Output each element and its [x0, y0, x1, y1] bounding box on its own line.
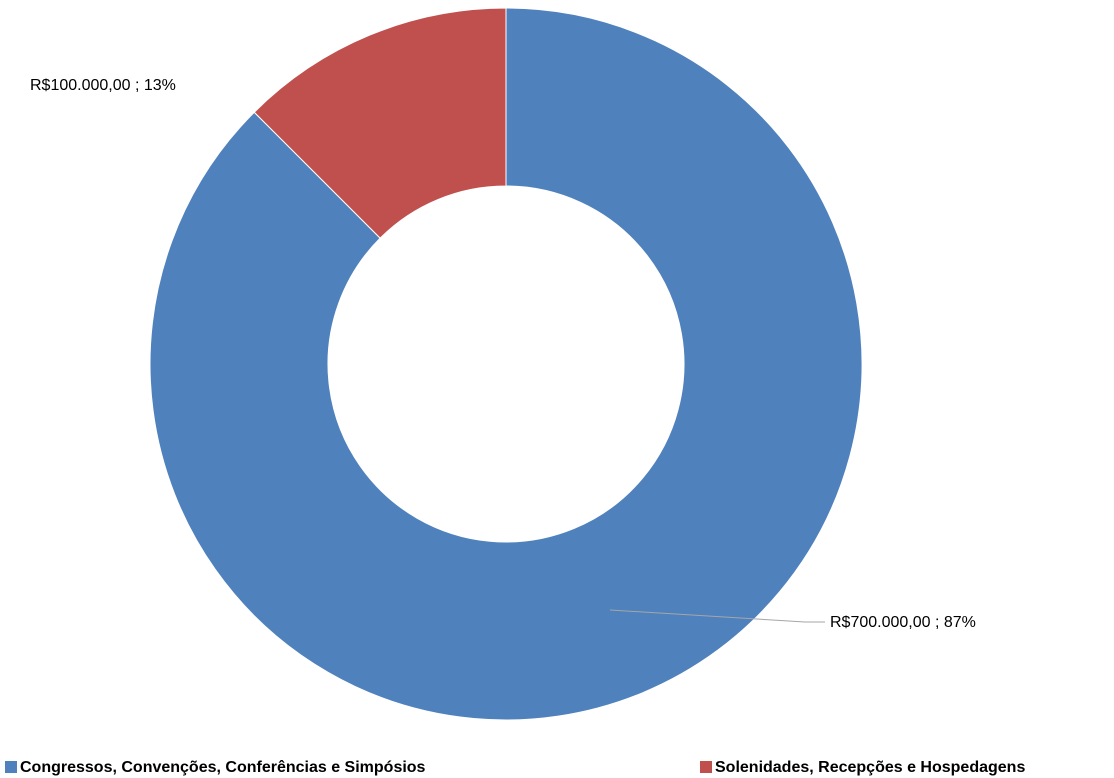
legend-swatch	[5, 761, 17, 773]
data-label: R$100.000,00 ; 13%	[30, 77, 176, 94]
legend-swatch	[700, 761, 712, 773]
leader-line	[609, 609, 825, 623]
donut-slice	[253, 7, 507, 239]
legend-label: Congressos, Convenções, Conferências e S…	[20, 759, 426, 776]
legend-label: Solenidades, Recepções e Hospedagens	[715, 759, 1025, 776]
data-label: R$700.000,00 ; 87%	[830, 614, 976, 631]
donut-slice	[149, 7, 863, 721]
